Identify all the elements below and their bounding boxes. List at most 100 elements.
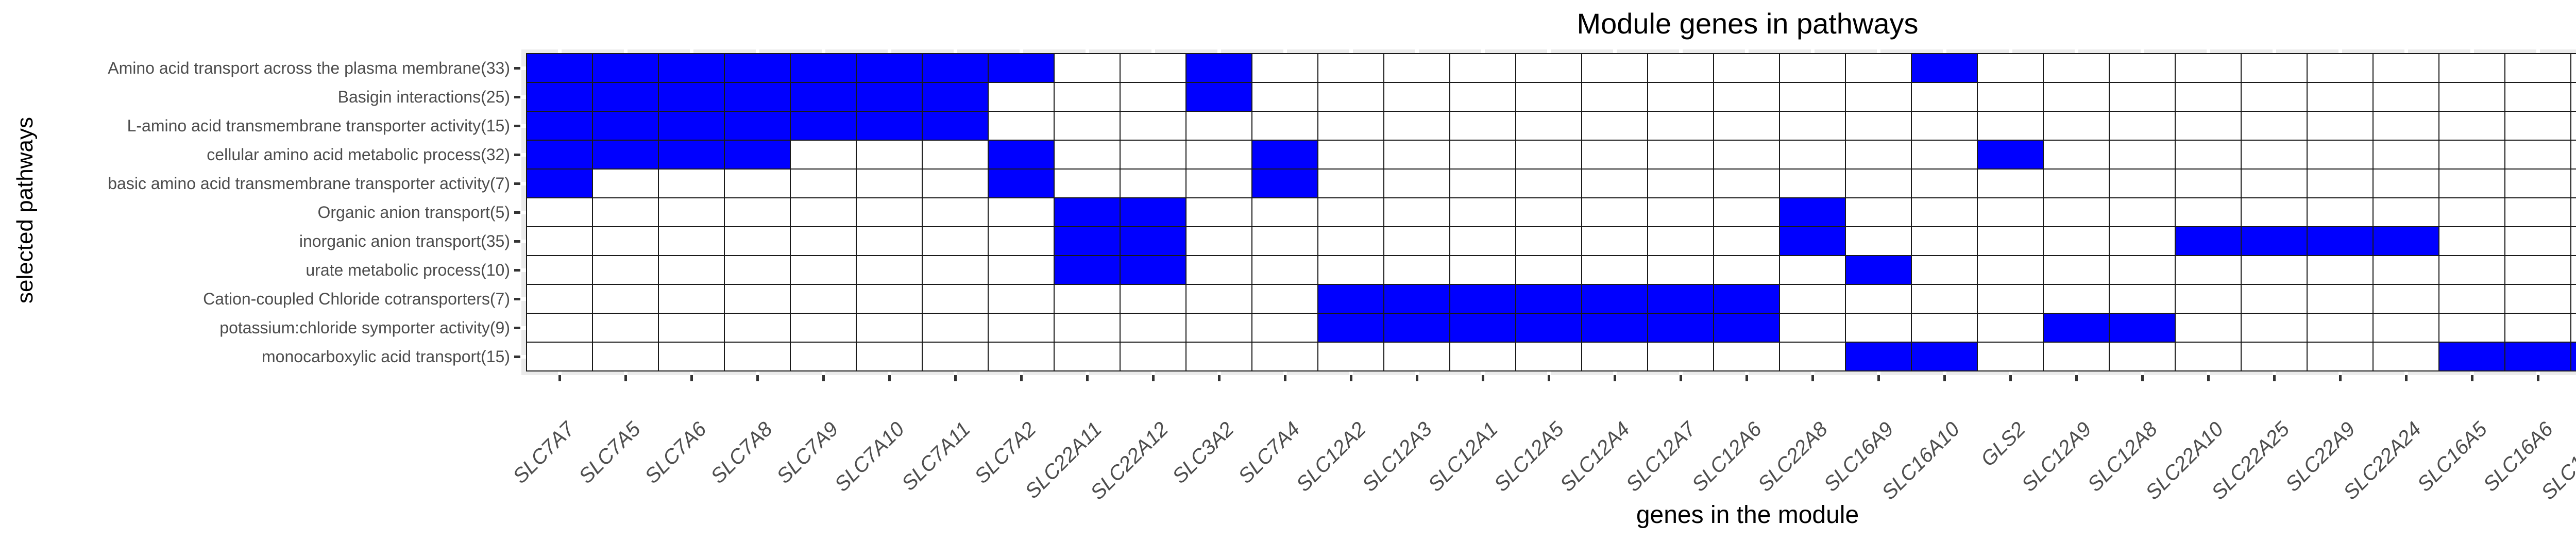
heatmap-cell (1318, 227, 1384, 256)
heatmap-cell (2505, 284, 2571, 313)
heatmap-cell (658, 342, 724, 371)
heatmap-cell (1582, 54, 1648, 82)
y-axis-tick (514, 326, 520, 329)
heatmap-cell (988, 227, 1054, 256)
heatmap-cell (2241, 111, 2307, 140)
heatmap-cell (1120, 140, 1186, 169)
heatmap-cell (2241, 54, 2307, 82)
heatmap-cell (1714, 284, 1780, 313)
heatmap-cell (658, 256, 724, 284)
panel-gridline-stub (1547, 371, 1551, 375)
heatmap-cell (1977, 169, 2043, 198)
heatmap-cell (1780, 227, 1845, 256)
heatmap-cell (790, 313, 856, 342)
x-tick-label: SLC12A3 (1358, 417, 1436, 496)
heatmap-cell (658, 169, 724, 198)
heatmap-cell (724, 284, 790, 313)
heatmap-cell (2175, 227, 2241, 256)
y-tick-label: cellular amino acid metabolic process(32… (207, 145, 510, 164)
heatmap-cell (856, 54, 922, 82)
heatmap-cell (2109, 227, 2175, 256)
heatmap-cell (1516, 198, 1582, 227)
panel-gridline-stub (521, 95, 527, 99)
x-axis-tick (1217, 375, 1221, 381)
heatmap-cell (1186, 342, 1252, 371)
x-axis-tick (756, 375, 759, 381)
heatmap-cell (2043, 169, 2109, 198)
heatmap-cell (2439, 82, 2505, 111)
heatmap-cell (1252, 256, 1318, 284)
panel-gridline-stub (755, 49, 759, 54)
heatmap-cell (1648, 284, 1714, 313)
heatmap-cell (1648, 198, 1714, 227)
heatmap-cell (1252, 313, 1318, 342)
heatmap-cell (1450, 198, 1516, 227)
heatmap-cell (1516, 284, 1582, 313)
heatmap-cell (1186, 169, 1252, 198)
x-tick-label: SLC12A6 (1687, 417, 1766, 496)
x-tick-label: SLC12A5 (1489, 417, 1568, 496)
panel-gridline-stub (1613, 371, 1617, 375)
heatmap-cell (2307, 256, 2373, 284)
heatmap-cell (790, 256, 856, 284)
heatmap-cell (1054, 284, 1120, 313)
heatmap-cell (790, 140, 856, 169)
heatmap-cell (658, 284, 724, 313)
heatmap-cell (2505, 82, 2571, 111)
heatmap-cell (1911, 198, 1977, 227)
x-tick-label: SLC22A8 (1753, 417, 1832, 496)
y-tick-label: Cation-coupled Chloride cotransporters(7… (203, 290, 510, 308)
panel-gridline-stub (755, 371, 759, 375)
x-tick-label: SLC7A5 (574, 417, 645, 488)
heatmap-cell (1582, 169, 1648, 198)
heatmap-cell (856, 198, 922, 227)
panel-gridline-stub (1217, 49, 1221, 54)
heatmap-cell (2109, 342, 2175, 371)
heatmap-cell (2109, 140, 2175, 169)
heatmap-cell (1780, 313, 1845, 342)
heatmap-cell (790, 284, 856, 313)
heatmap-cell (2175, 342, 2241, 371)
x-axis-tick (2338, 375, 2342, 381)
heatmap-cell (2373, 342, 2439, 371)
heatmap-cell (922, 82, 988, 111)
panel-gridline-stub (1942, 371, 1946, 375)
panel-gridline-stub (2272, 371, 2276, 375)
heatmap-cell (2307, 140, 2373, 169)
heatmap-cell (988, 140, 1054, 169)
heatmap-cell (1252, 284, 1318, 313)
y-axis-tick (514, 66, 520, 70)
heatmap-cell (1450, 82, 1516, 111)
x-axis-tick (1547, 375, 1550, 381)
heatmap-cell (2043, 140, 2109, 169)
panel-gridline-stub (521, 153, 527, 157)
heatmap-cell (1516, 54, 1582, 82)
x-tick-label: SLC7A11 (897, 417, 975, 495)
heatmap-cell (1845, 313, 1911, 342)
chart-title: Module genes in pathways (1577, 7, 1919, 40)
heatmap-cell (1648, 140, 1714, 169)
heatmap-cell (1648, 111, 1714, 140)
heatmap-cell (1714, 82, 1780, 111)
panel-gridline-stub (1876, 49, 1880, 54)
y-axis-tick (514, 124, 520, 127)
heatmap-cell (2109, 111, 2175, 140)
heatmap-cell (2571, 54, 2576, 82)
heatmap-cell (2439, 169, 2505, 198)
heatmap-cell (2571, 313, 2576, 342)
heatmap-cell (2043, 54, 2109, 82)
heatmap-cell (527, 284, 592, 313)
heatmap-cell (790, 227, 856, 256)
y-axis-tick (514, 95, 520, 98)
heatmap-cell (592, 256, 658, 284)
heatmap-cell (1450, 256, 1516, 284)
panel-gridline-stub (2470, 49, 2474, 54)
x-axis-tick (1415, 375, 1418, 381)
heatmap-cell (1384, 169, 1450, 198)
heatmap-cell (2373, 284, 2439, 313)
heatmap-cell (988, 198, 1054, 227)
panel-gridline-stub (1547, 49, 1551, 54)
heatmap-cell (1780, 198, 1845, 227)
heatmap-cell (1582, 140, 1648, 169)
heatmap-cell (1054, 256, 1120, 284)
